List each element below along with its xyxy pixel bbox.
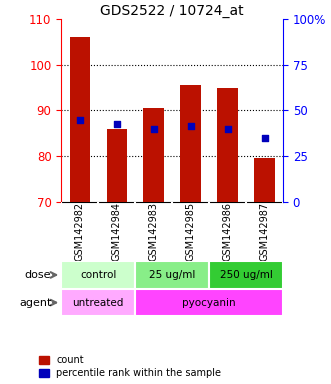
Text: untreated: untreated bbox=[72, 298, 124, 308]
Text: GSM142984: GSM142984 bbox=[112, 202, 122, 261]
Text: 25 ug/ml: 25 ug/ml bbox=[149, 270, 195, 280]
Bar bbox=[61, 261, 135, 289]
Text: control: control bbox=[80, 270, 117, 280]
Bar bbox=[209, 261, 283, 289]
Bar bbox=[143, 108, 164, 202]
Bar bbox=[135, 289, 283, 316]
Bar bbox=[135, 261, 209, 289]
Legend: count, percentile rank within the sample: count, percentile rank within the sample bbox=[38, 354, 222, 379]
Bar bbox=[61, 289, 135, 316]
Title: GDS2522 / 10724_at: GDS2522 / 10724_at bbox=[100, 4, 244, 18]
Bar bbox=[217, 88, 238, 202]
Text: GSM142986: GSM142986 bbox=[222, 202, 233, 261]
Text: pyocyanin: pyocyanin bbox=[182, 298, 236, 308]
Text: dose: dose bbox=[25, 270, 51, 280]
Bar bbox=[254, 158, 275, 202]
Point bbox=[262, 135, 267, 141]
Text: GSM142987: GSM142987 bbox=[260, 202, 269, 261]
Text: 250 ug/ml: 250 ug/ml bbox=[219, 270, 272, 280]
Point bbox=[225, 126, 230, 132]
Point bbox=[188, 123, 193, 129]
Text: GSM142983: GSM142983 bbox=[149, 202, 159, 261]
Bar bbox=[180, 85, 201, 202]
Text: agent: agent bbox=[19, 298, 51, 308]
Point bbox=[77, 116, 82, 122]
Point bbox=[114, 121, 119, 127]
Bar bbox=[70, 37, 90, 202]
Text: GSM142982: GSM142982 bbox=[75, 202, 85, 261]
Point bbox=[151, 126, 156, 132]
Bar bbox=[107, 129, 127, 202]
Text: GSM142985: GSM142985 bbox=[186, 202, 196, 261]
